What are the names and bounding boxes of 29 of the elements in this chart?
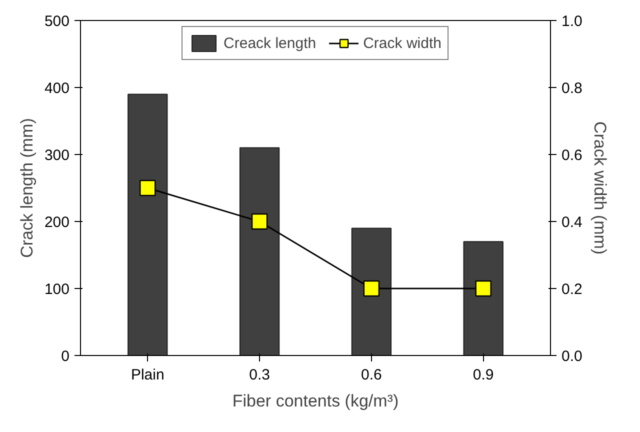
bar (351, 228, 392, 356)
y2-tick-label: 0.0 (562, 348, 582, 365)
x-tick-label: 0.9 (472, 366, 494, 384)
x-axis-title: Fiber contents (kg/m³) (232, 392, 399, 410)
y-tick-label: 0 (61, 348, 70, 365)
y2-tick-label: 0.8 (562, 80, 582, 97)
y-axis-title: Crack length (mm) (17, 118, 36, 258)
x-tick-label: Plain (130, 366, 164, 384)
y2-axis-title: Crack width (mm) (590, 121, 610, 255)
point (363, 280, 380, 297)
y-tick-label: 200 (44, 214, 70, 231)
legend-label: Creack length (224, 34, 316, 52)
bar (239, 147, 280, 356)
y2-tick-label: 0.6 (562, 147, 582, 164)
y-tick-label: 300 (44, 147, 70, 164)
y2-tick-label: 0.2 (562, 281, 582, 298)
y-tick-label: 100 (44, 281, 70, 298)
y-tick-label: 500 (44, 13, 70, 30)
y-tick-label: 400 (44, 80, 70, 97)
point (475, 280, 492, 297)
bar (463, 241, 504, 356)
point (251, 213, 268, 230)
point (140, 180, 156, 196)
x-tick-label: 0.6 (361, 366, 382, 384)
y2-tick-label: 0.4 (562, 214, 582, 231)
x-tick-label: 0.3 (249, 366, 270, 384)
bar (128, 94, 168, 356)
y2-tick-label: 1.0 (562, 13, 582, 30)
legend-label: Crack width (363, 34, 442, 52)
